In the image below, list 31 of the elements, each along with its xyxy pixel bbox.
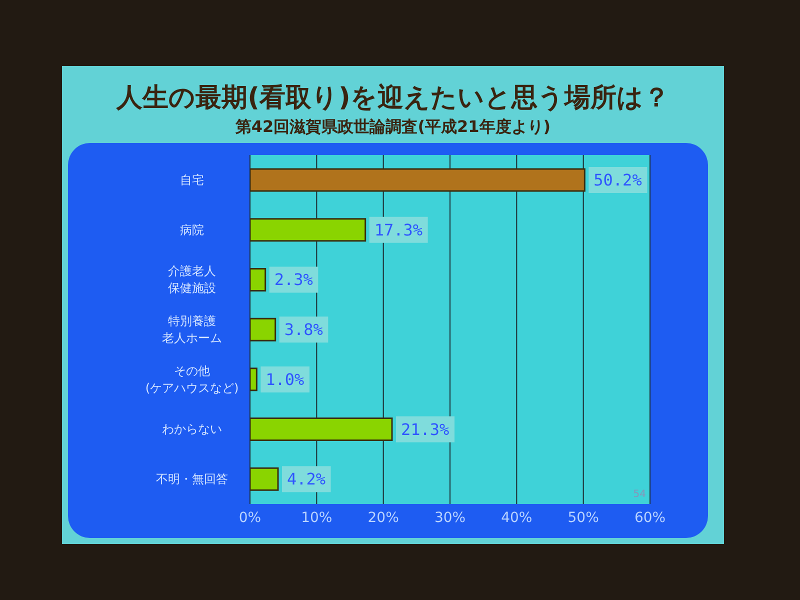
x-tick-label: 0% (238, 510, 262, 526)
bar (250, 467, 279, 491)
x-tick-label: 20% (368, 510, 399, 526)
bar (250, 318, 276, 342)
bar (250, 168, 586, 192)
data-label: 1.0% (266, 370, 305, 389)
y-tick-label: 病院 (180, 222, 204, 237)
y-tick-label: その他(ケアハウスなど) (145, 364, 239, 395)
y-tick-label: 不明・無回答 (156, 472, 228, 486)
bar (250, 368, 258, 392)
x-tick-label: 50% (568, 510, 599, 526)
y-tick-label: 自宅 (180, 172, 204, 187)
chart-subtitle: 第42回滋賀県政世論調査(平成21年度より) (234, 116, 552, 138)
bar (250, 218, 366, 242)
y-tick-label: わからない (162, 422, 222, 436)
bar (250, 268, 266, 292)
data-label: 17.3% (374, 220, 423, 240)
data-label: 3.8% (284, 320, 324, 340)
x-tick-label: 40% (501, 510, 532, 526)
data-label: 50.2% (594, 170, 642, 190)
y-tick-label: 特別養護老人ホーム (162, 314, 222, 345)
data-label: 21.3% (401, 420, 450, 439)
x-tick-label: 10% (301, 510, 332, 526)
y-tick-label: 介護老人保健施設 (168, 264, 216, 296)
bar (250, 418, 393, 442)
data-label: 2.3% (274, 270, 314, 290)
annotation: 54 (633, 489, 646, 500)
x-tick-label: 60% (634, 510, 666, 526)
x-tick-label: 30% (434, 510, 466, 526)
chart-title: 人生の最期(看取り)を迎えたいと思う場所は？ (115, 82, 670, 114)
data-label: 4.2% (287, 470, 326, 489)
